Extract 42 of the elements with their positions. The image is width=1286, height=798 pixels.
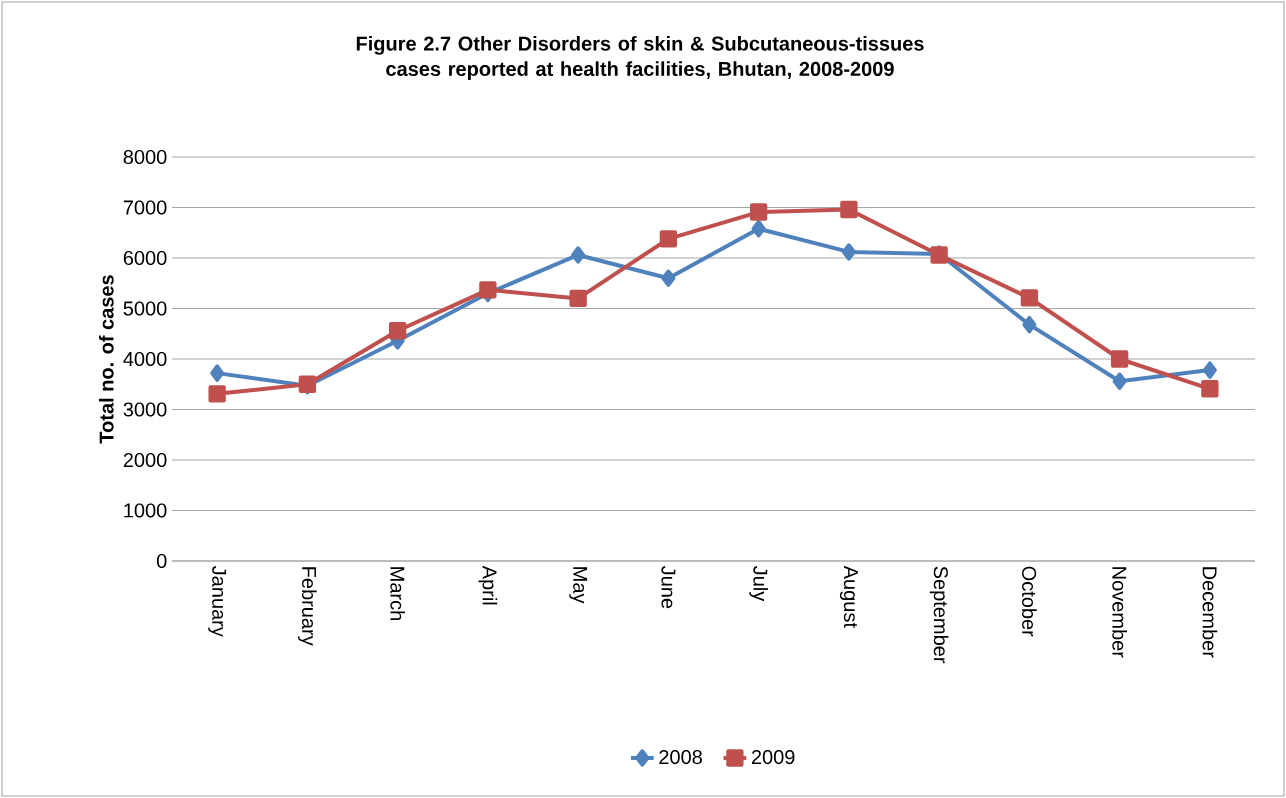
x-tick-label: January [208, 566, 227, 637]
x-tick-label: August [839, 565, 858, 628]
point [841, 243, 856, 261]
x-tick-label: October [1022, 566, 1037, 637]
x-tick-label: April [478, 565, 498, 605]
y-tick-label: 7000 [123, 200, 167, 215]
x-tick-label: July [749, 566, 768, 602]
y-tick-label: 4000 [123, 351, 167, 367]
y-tick-label: 0 [156, 553, 167, 569]
point [659, 230, 678, 248]
point [569, 289, 587, 308]
point [210, 364, 225, 382]
y-tick-label: 3000 [123, 402, 167, 417]
point [208, 385, 226, 403]
point [1020, 289, 1039, 307]
y-tick-label: 1000 [124, 503, 167, 518]
y-axis-title: Total no. of cases [98, 275, 114, 444]
point [840, 200, 858, 219]
point [661, 269, 676, 287]
x-tick-label: June [661, 566, 676, 609]
x-tick-label: May [569, 567, 588, 604]
point [751, 220, 766, 238]
x-tick-label: March [390, 567, 405, 620]
point [749, 203, 768, 221]
x-tick-label: December [1202, 567, 1218, 658]
legend-label: 2008 [659, 749, 702, 765]
y-tick-label: 5000 [123, 301, 167, 316]
chart-title: Figure 2.7 Other Disorders of skin & Subcutaneous-tissues cases reported at health facilities, Bhutan, 2008-2009 [356, 36, 924, 80]
point [1110, 350, 1129, 368]
point [1202, 361, 1217, 379]
point [1112, 372, 1127, 390]
point [571, 246, 586, 264]
point [1022, 315, 1037, 334]
x-tick-label: February [298, 567, 317, 646]
x-tick-label: November [1112, 567, 1127, 658]
y-tick-label: 2000 [123, 452, 167, 468]
legend-label: 2009 [751, 749, 795, 765]
y-tick-label: 8000 [123, 149, 167, 165]
point [388, 322, 407, 340]
x-tick-label: September [929, 566, 949, 664]
y-tick-label: 6000 [123, 250, 167, 266]
point [1201, 380, 1219, 398]
